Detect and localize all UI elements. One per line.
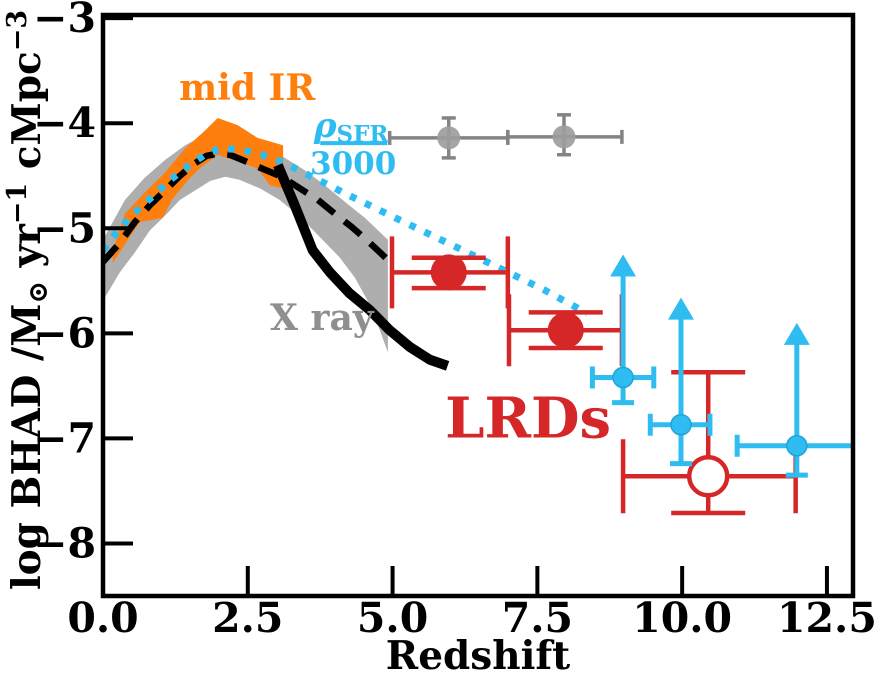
lower-limit-point [589, 254, 657, 406]
plot-frame [100, 12, 856, 599]
x-tick-label: 7.5 [502, 594, 573, 642]
limit-marker [786, 435, 808, 457]
lrd-marker [430, 254, 467, 291]
annotation-rho-denominator: 3000 [310, 146, 396, 182]
lower-limit-point [647, 297, 713, 467]
lrd-data-point [506, 294, 625, 367]
x-tick-label: 0.0 [67, 594, 138, 642]
limit-marker [612, 366, 634, 389]
up-arrow-icon [610, 254, 637, 277]
y-tick-label: −6 [33, 309, 96, 357]
x-tick-label: 12.5 [777, 594, 877, 642]
y-tick-label: −5 [33, 204, 96, 252]
y-tick-label: −4 [33, 99, 96, 147]
sfr-marker [552, 125, 576, 149]
y-axis-label: log BHAD /M⊙ yr−1 cMpc−3 [2, 10, 54, 590]
y-tick-label: −3 [33, 0, 96, 42]
x-tick-label: 5.0 [357, 594, 428, 642]
axis-ticks [101, 16, 829, 594]
sfr-data-point [387, 116, 510, 160]
x-tick-label: 10.0 [632, 594, 732, 642]
sfr-data-point [506, 113, 624, 157]
x-axis-label: Redshift [386, 633, 570, 679]
x-ray-dashed-line [103, 150, 395, 267]
annotation-rho-sfr-fraction: ρSFR 3000 [310, 106, 396, 182]
y-tick-label: −7 [33, 414, 96, 462]
axis-tick-labels: 0.0 2.5 5.0 7.5 10.0 12.5 −3 −4 −5 −6 −7 −8 [33, 0, 877, 642]
lrd-open-marker [686, 454, 730, 498]
lower-limit-point [734, 322, 853, 478]
lrd-open-data-point [620, 369, 798, 516]
x-tick-label: 2.5 [212, 594, 283, 642]
limit-marker [670, 413, 692, 436]
lrd-marker [547, 312, 584, 349]
x-ray-solid-line [273, 163, 450, 371]
mid-ir-band [112, 118, 284, 263]
annotation-x-ray: X ray [270, 297, 375, 339]
sfr-marker [437, 126, 461, 150]
sfr-dotted-line [103, 144, 589, 317]
plot-points-layer [387, 113, 853, 516]
plot-annotations: mid IR ρSFR 3000 X ray LRDs [179, 67, 611, 451]
lrd-data-point [389, 236, 511, 309]
annotation-lrds: LRDs [445, 385, 611, 451]
up-arrow-icon [667, 297, 694, 320]
annotation-mid-ir: mid IR [179, 67, 316, 109]
plot-data-layer [103, 118, 589, 371]
y-tick-label: −8 [33, 519, 96, 567]
up-arrow-icon [783, 322, 810, 345]
